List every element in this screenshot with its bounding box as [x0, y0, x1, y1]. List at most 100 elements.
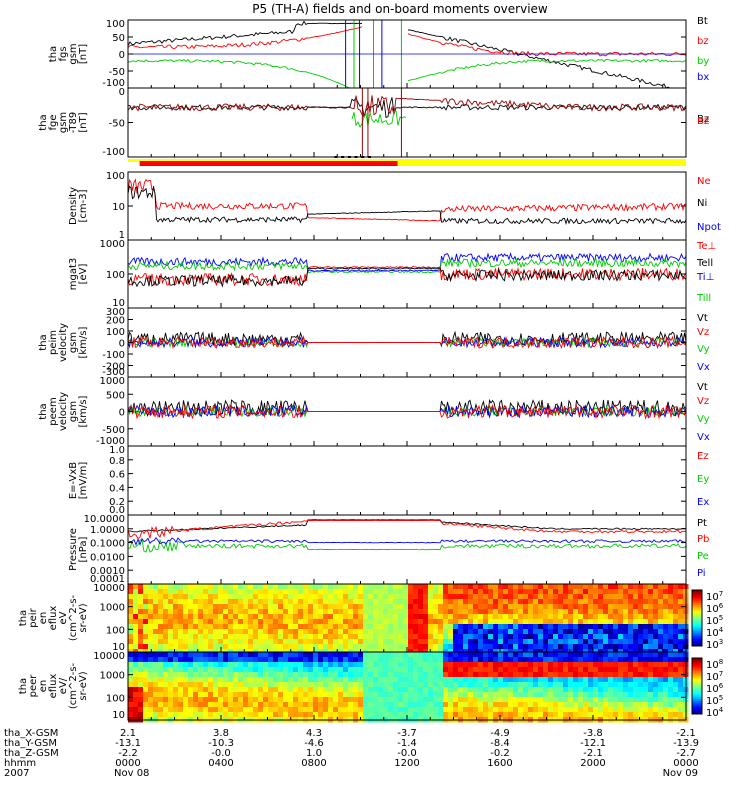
heatmap-cell: [138, 677, 144, 683]
heatmap-cell: [553, 619, 559, 625]
z-gsm-value: -0.2: [490, 748, 510, 759]
heatmap-cell: [588, 639, 594, 645]
heatmap-cell: [333, 639, 339, 645]
heatmap-cell: [678, 687, 684, 693]
heatmap-cell: [603, 604, 609, 610]
heatmap-cell: [373, 639, 379, 645]
heatmap-cell: [268, 652, 274, 658]
heatmap-cell: [423, 672, 429, 678]
heatmap-cell: [438, 672, 444, 678]
heatmap-cell: [493, 629, 499, 635]
heatmap-cell: [148, 712, 154, 718]
heatmap-cell: [643, 594, 649, 600]
heatmap-cell: [338, 599, 344, 605]
heatmap-cell: [323, 712, 329, 718]
heatmap-cell: [323, 644, 329, 650]
heatmap-cell: [338, 657, 344, 663]
heatmap-cell: [338, 609, 344, 615]
heatmap-cell: [438, 692, 444, 698]
heatmap-cell: [418, 692, 424, 698]
heatmap-cell: [483, 682, 489, 688]
heatmap-cell: [623, 629, 629, 635]
heatmap-cell: [443, 712, 449, 718]
heatmap-cell: [538, 692, 544, 698]
heatmap-cell: [433, 589, 439, 595]
heatmap-cell: [498, 702, 504, 708]
heatmap-cell: [333, 599, 339, 605]
heatmap-cell: [153, 672, 159, 678]
heatmap-cell: [193, 687, 199, 693]
heatmap-cell: [553, 604, 559, 610]
heatmap-cell: [608, 634, 614, 640]
heatmap-cell: [223, 662, 229, 668]
heatmap-cell: [348, 604, 354, 610]
start-date: Nov 08: [114, 768, 149, 779]
heatmap-cell: [238, 589, 244, 595]
heatmap-cell: [383, 697, 389, 703]
heatmap-cell: [578, 692, 584, 698]
heatmap-cell: [538, 619, 544, 625]
heatmap-cell: [518, 634, 524, 640]
colorbar-cell: [692, 665, 702, 668]
heatmap-cell: [128, 682, 134, 688]
heatmap-cell: [613, 697, 619, 703]
heatmap-cell: [218, 589, 224, 595]
heatmap-cell: [158, 692, 164, 698]
heatmap-cell: [523, 702, 529, 708]
heatmap-cell: [263, 652, 269, 658]
heatmap-cell: [383, 639, 389, 645]
heatmap-cell: [463, 697, 469, 703]
heatmap-cell: [633, 594, 639, 600]
heatmap-cell: [253, 707, 259, 713]
heatmap-cell: [433, 584, 439, 590]
heatmap-cell: [433, 672, 439, 678]
heatmap-cell: [428, 599, 434, 605]
heatmap-cell: [643, 639, 649, 645]
heatmap-cell: [593, 599, 599, 605]
heatmap-cell: [493, 584, 499, 590]
heatmap-cell: [203, 634, 209, 640]
heatmap-cell: [388, 667, 394, 673]
heatmap-cell: [223, 697, 229, 703]
heatmap-cell: [233, 629, 239, 635]
heatmap-cell: [218, 697, 224, 703]
heatmap-cell: [368, 604, 374, 610]
heatmap-cell: [593, 672, 599, 678]
heatmap-cell: [378, 697, 384, 703]
y-gsm-value: -13.9: [673, 738, 699, 749]
heatmap-cell: [508, 692, 514, 698]
heatmap-cell: [423, 657, 429, 663]
heatmap-cell: [168, 624, 174, 630]
heatmap-cell: [638, 599, 644, 605]
heatmap-cell: [373, 584, 379, 590]
y-axis-label: E=-VxB: [68, 462, 79, 499]
heatmap-cell: [653, 639, 659, 645]
heatmap-cell: [158, 702, 164, 708]
heatmap-cell: [443, 692, 449, 698]
heatmap-cell: [448, 667, 454, 673]
heatmap-cell: [593, 657, 599, 663]
heatmap-cell: [553, 672, 559, 678]
heatmap-cell: [433, 599, 439, 605]
heatmap-cell: [423, 594, 429, 600]
heatmap-cell: [538, 599, 544, 605]
heatmap-cell: [353, 609, 359, 615]
heatmap-cell: [298, 599, 304, 605]
heatmap-cell: [383, 619, 389, 625]
heatmap-cell: [553, 667, 559, 673]
heatmap-cell: [318, 672, 324, 678]
heatmap-cell: [388, 634, 394, 640]
heatmap-cell: [328, 702, 334, 708]
heatmap-cell: [643, 604, 649, 610]
heatmap-cell: [403, 652, 409, 658]
heatmap-cell: [443, 682, 449, 688]
heatmap-cell: [338, 594, 344, 600]
colorbar-cell: [692, 706, 702, 709]
heatmap-cell: [283, 697, 289, 703]
heatmap-cell: [403, 702, 409, 708]
heatmap-cell: [418, 707, 424, 713]
heatmap-cell: [418, 584, 424, 590]
heatmap-cell: [498, 589, 504, 595]
heatmap-cell: [638, 639, 644, 645]
heatmap-cell: [498, 594, 504, 600]
